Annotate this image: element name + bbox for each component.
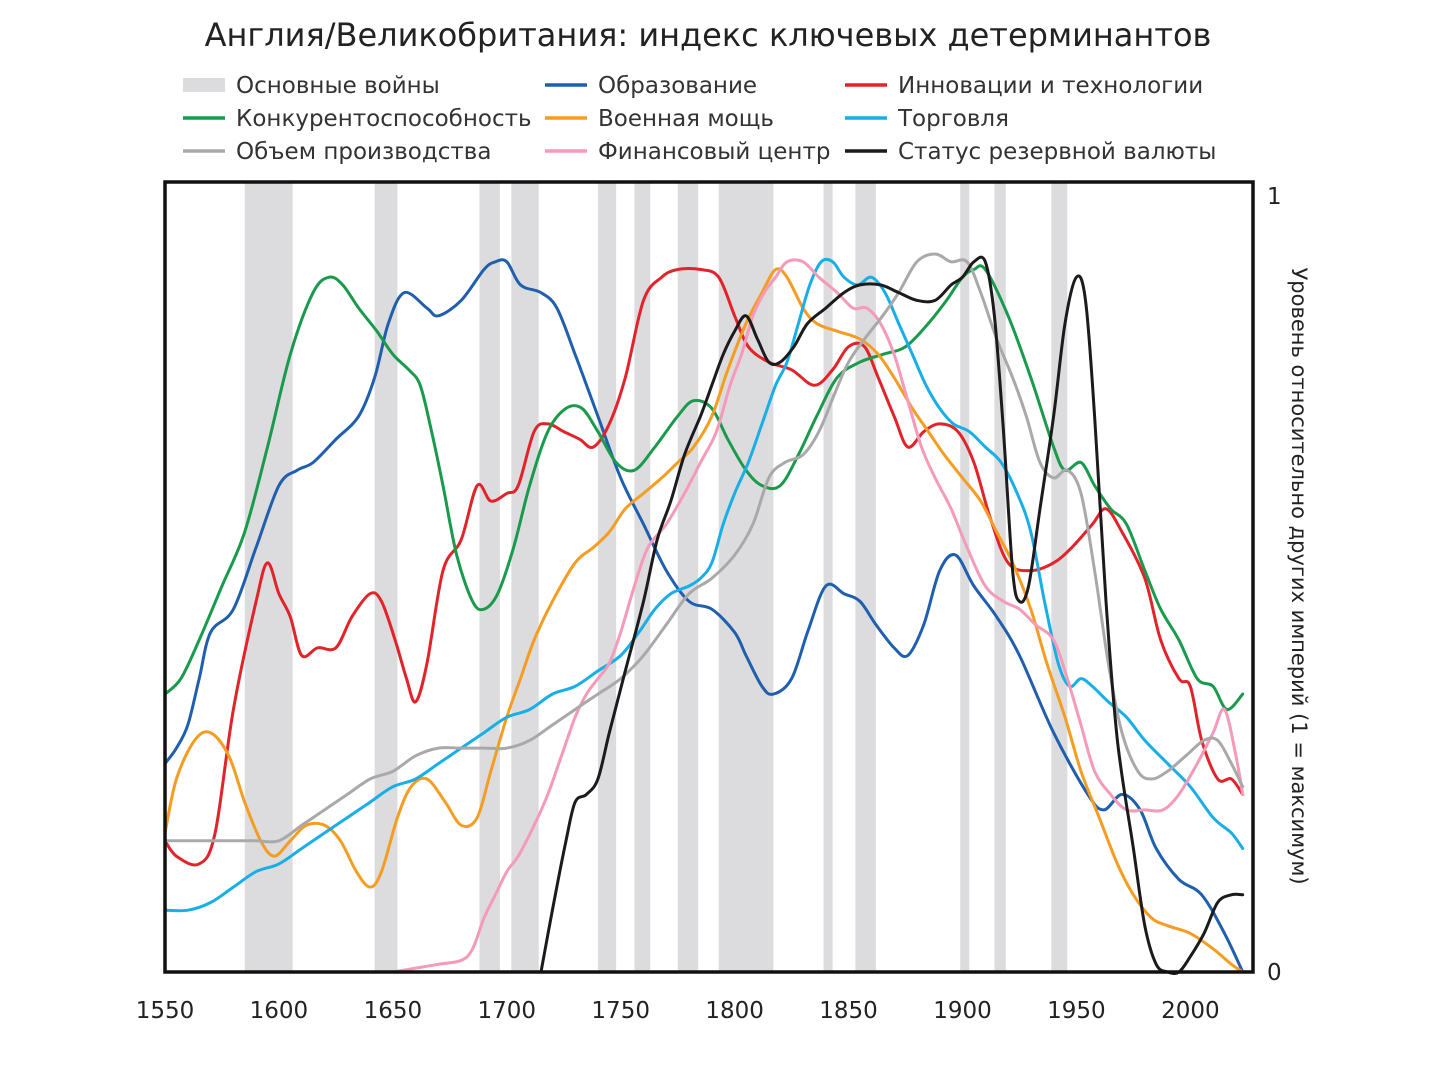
war-band-2 (479, 182, 500, 972)
war-band-7 (718, 182, 774, 972)
legend-label-1: Образование (598, 73, 757, 99)
legend-label-0: Основные войны (236, 73, 440, 99)
legend-label-4: Военная мощь (598, 106, 774, 132)
series-line-7 (539, 255, 1245, 975)
series-line-5 (391, 258, 1245, 974)
war-band-6 (677, 182, 699, 972)
series-layer (163, 252, 1245, 975)
x-tick-label-4: 1750 (591, 998, 650, 1024)
series-line-1 (163, 267, 1245, 867)
legend-label-6: Финансовый центр (598, 139, 830, 165)
series-line-4 (163, 257, 1245, 913)
x-tick-label-8: 1950 (1047, 998, 1106, 1024)
war-band-8 (823, 182, 833, 972)
series-line-2 (163, 264, 1245, 711)
legend-label-7: Объем производства (236, 139, 491, 165)
series-line-3 (163, 267, 1245, 974)
x-tick-label-6: 1850 (819, 998, 878, 1024)
y-tick-label-1: 1 (1267, 184, 1282, 210)
plot-frame (163, 180, 1255, 974)
series-line-0 (163, 258, 1245, 974)
x-tick-label-0: 1550 (136, 998, 195, 1024)
war-band-10 (960, 182, 970, 972)
chart-title: Англия/Великобритания: индекс ключевых д… (205, 16, 1212, 54)
y-axis-ticks: 01 (1267, 184, 1282, 986)
series-line-6 (163, 252, 1245, 844)
legend-label-5: Торговля (897, 106, 1009, 132)
legend: Основные войны Образование Инновации и тех… (183, 73, 1216, 165)
legend-swatch-wars (183, 78, 225, 92)
war-band-5 (634, 182, 651, 972)
x-axis-ticks: 1550 1600 1650 1700 1750 1800 1850 1900 1950 2000 (136, 998, 1220, 1024)
y-tick-label-0: 0 (1267, 960, 1282, 986)
war-band-3 (511, 182, 539, 972)
war-band-12 (1051, 182, 1068, 972)
x-tick-label-3: 1700 (478, 998, 537, 1024)
war-band-11 (994, 182, 1006, 972)
war-band-4 (597, 182, 617, 972)
x-tick-label-1: 1600 (250, 998, 309, 1024)
x-tick-label-2: 1650 (364, 998, 423, 1024)
legend-label-8: Статус резервной валюты (898, 139, 1216, 165)
war-band-9 (855, 182, 876, 972)
y-axis-label: Уровень относительно других империй (1 =… (1287, 267, 1311, 884)
legend-label-2: Инновации и технологии (898, 73, 1203, 99)
x-tick-label-7: 1900 (933, 998, 992, 1024)
x-tick-label-5: 1800 (705, 998, 764, 1024)
legend-label-3: Конкурентоспособность (236, 106, 532, 132)
wars-layer (244, 182, 1068, 972)
x-tick-label-9: 2000 (1161, 998, 1220, 1024)
